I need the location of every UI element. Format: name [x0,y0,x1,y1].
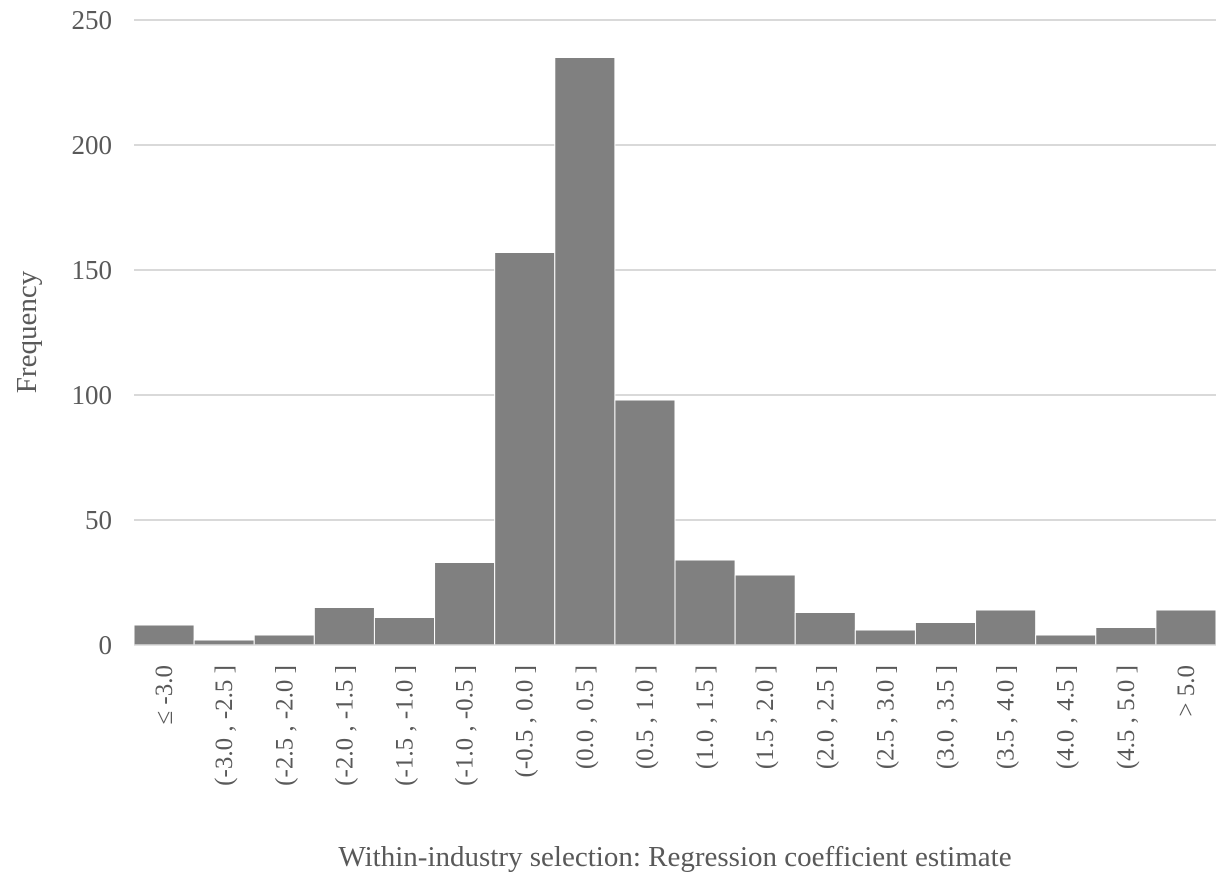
x-tick-label: (1.0 , 1.5 ] [692,665,719,769]
y-tick-label: 200 [72,130,113,160]
grid-lines [134,19,1216,521]
x-tick-label: (2.5 , 3.0 ] [872,665,899,769]
bar [854,629,916,646]
x-tick-label: (-0.5 , 0.0 ] [512,665,539,777]
bar [674,559,736,646]
bar [373,617,436,646]
y-tick-label: 150 [72,255,113,285]
bar [734,574,796,646]
bars [133,57,1217,646]
bar [554,57,616,646]
x-axis-title: Within-industry selection: Regression co… [338,841,1011,873]
x-tick-label: (-2.5 , -2.0 ] [271,665,298,786]
y-tick-label: 250 [72,5,113,35]
bar [1095,627,1157,646]
y-tick-labels: 0 50 100 150 200 250 [72,5,113,660]
y-tick-label: 100 [72,380,113,410]
x-tick-label: (-1.5 , -1.0 ] [392,665,419,786]
x-tick-label: ≤ -3.0 [151,665,178,725]
bar [975,609,1037,646]
bar [1155,609,1217,646]
x-tick-label: (3.5 , 4.0 ] [993,665,1020,769]
x-tick-label: (4.0 , 4.5 ] [1053,665,1080,769]
x-tick-label: (-2.0 , -1.5 ] [331,665,358,786]
x-tick-labels: ≤ -3.0 (-3.0 , -2.5 ] (-2.5 , -2.0 ] (-2.0 … [151,665,1200,786]
y-tick-label: 0 [99,630,113,660]
x-tick-label: (3.0 , 3.5 ] [933,665,960,769]
y-axis-title: Frequency [11,270,43,393]
bar [494,252,556,646]
bar [614,399,676,646]
bar [794,612,856,646]
bar [434,562,496,646]
y-tick-label: 50 [85,505,112,535]
x-tick-label: (1.5 , 2.0 ] [752,665,779,769]
x-tick-label: (2.0 , 2.5 ] [812,665,839,769]
x-tick-label: (0.0 , 0.5 ] [572,665,599,769]
x-tick-label: (-3.0 , -2.5 ] [211,665,238,786]
bar [133,624,195,646]
bar [914,622,977,646]
bar [1035,634,1097,646]
x-tick-label: (-1.0 , -0.5 ] [452,665,479,786]
bar [253,634,315,646]
x-tick-label: (0.5 , 1.0 ] [632,665,659,769]
x-tick-label: (4.5 , 5.0 ] [1113,665,1140,769]
bar [313,607,375,646]
x-tick-label: > 5.0 [1173,665,1200,717]
